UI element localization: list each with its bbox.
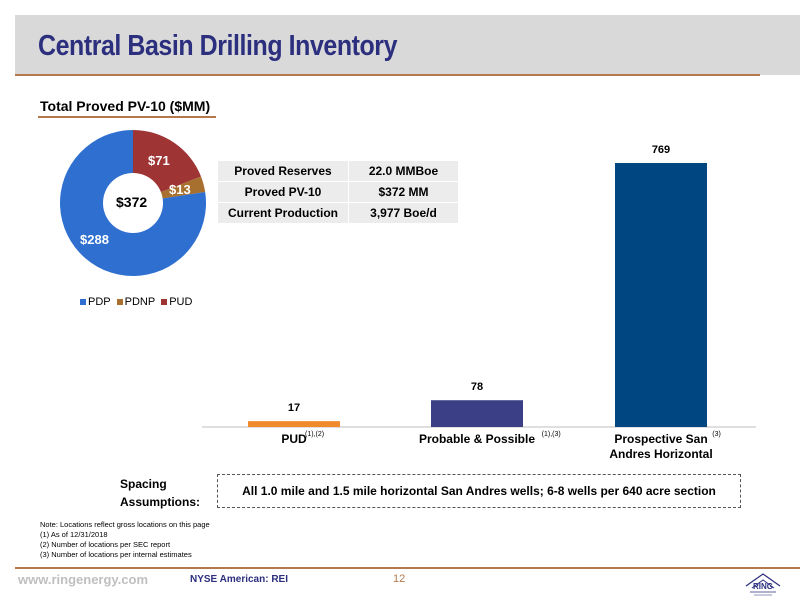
pie-label-pud: $71 [148, 153, 170, 168]
legend-item-pdp: PDP [80, 296, 111, 308]
footnotes: Note: Locations reflect gross locations … [40, 520, 210, 560]
ring-energy-logo: RING [742, 570, 784, 598]
stat-value: 3,977 Boe/d [348, 202, 459, 224]
spacing-label: Spacing Assumptions: [120, 475, 200, 511]
bar-svg: 17 PUD(1),(2) 78 Probable & Possible (1),(3)… [202, 144, 756, 461]
inventory-bar-chart: 17 PUD (1),(2) 78 Probable & Possible (1),(3)… [200, 140, 760, 470]
bar-value-label: 769 [652, 144, 670, 156]
spacing-text: All 1.0 mile and 1.5 mile horizontal San… [242, 484, 716, 498]
logo-graphic: RING [745, 573, 781, 596]
page-number: 12 [393, 573, 406, 585]
stat-key: Proved Reserves [217, 160, 349, 182]
footer-divider [15, 567, 800, 569]
bar [248, 421, 340, 427]
page-title: Central Basin Drilling Inventory [38, 30, 398, 62]
legend-label: PDNP [124, 296, 156, 308]
footnote: (2) Number of locations per SEC report [40, 540, 171, 549]
title-divider [15, 74, 760, 76]
bar-value-label: 78 [471, 381, 483, 393]
title-band [15, 15, 800, 75]
website-link[interactable]: www.ringenergy.com [18, 572, 149, 587]
pie-label-pdp: $288 [80, 232, 109, 247]
category-footnote-ref: (1),(2) [305, 431, 324, 438]
category-footnote-ref: (3) [712, 431, 721, 438]
legend-swatch-pdnp [116, 299, 123, 305]
category-label: Prospective San [614, 432, 707, 446]
legend-swatch-pud [161, 299, 168, 305]
stock-ticker: NYSE American: REI [190, 574, 288, 585]
legend-label: PDP [88, 296, 111, 308]
footnote: (1) As of 12/31/2018 [40, 530, 108, 539]
bar-value-label: 17 [288, 402, 300, 414]
footnote: (3) Number of locations per internal est… [40, 550, 192, 559]
bar [431, 400, 523, 427]
spacing-label-line1: Spacing [120, 477, 167, 491]
stat-key: Proved PV-10 [217, 181, 349, 203]
pie-label-pdnp: $13 [169, 182, 191, 197]
bar [615, 163, 707, 427]
category-label: Probable & Possible [419, 432, 535, 446]
legend-swatch-pdp [80, 299, 86, 305]
category-label: PUD [281, 432, 307, 446]
pie-hole [103, 173, 163, 233]
pv10-pie-chart: $288 $13 $71 $372 [58, 128, 208, 278]
pie-legend: PDP PDNP PUD [80, 296, 192, 308]
reserves-stats-table: Proved Reserves 22.0 MMBoe Proved PV-10 … [217, 160, 459, 224]
stat-key: Current Production [217, 202, 349, 224]
pv10-section-title: Total Proved PV-10 ($MM) [40, 98, 211, 114]
stat-value: 22.0 MMBoe [348, 160, 459, 182]
legend-item-pdnp: PDNP [116, 296, 156, 308]
table-row: Current Production 3,977 Boe/d [217, 202, 459, 224]
legend-item-pud: PUD [161, 296, 192, 308]
footnote: Note: Locations reflect gross locations … [40, 520, 210, 529]
category-footnote-ref: (1),(3) [542, 431, 561, 438]
pie-total-label: $372 [116, 194, 148, 210]
pie-svg [60, 130, 207, 276]
section-divider [38, 116, 216, 118]
legend-label: PUD [169, 296, 193, 308]
stat-value: $372 MM [348, 181, 459, 203]
table-row: Proved PV-10 $372 MM [217, 181, 459, 203]
table-row: Proved Reserves 22.0 MMBoe [217, 160, 459, 182]
logo-text: RING [753, 582, 773, 591]
spacing-assumptions-box: All 1.0 mile and 1.5 mile horizontal San… [217, 474, 741, 508]
spacing-label-line2: Assumptions: [120, 495, 201, 509]
category-label: Andres Horizontal [609, 447, 712, 461]
